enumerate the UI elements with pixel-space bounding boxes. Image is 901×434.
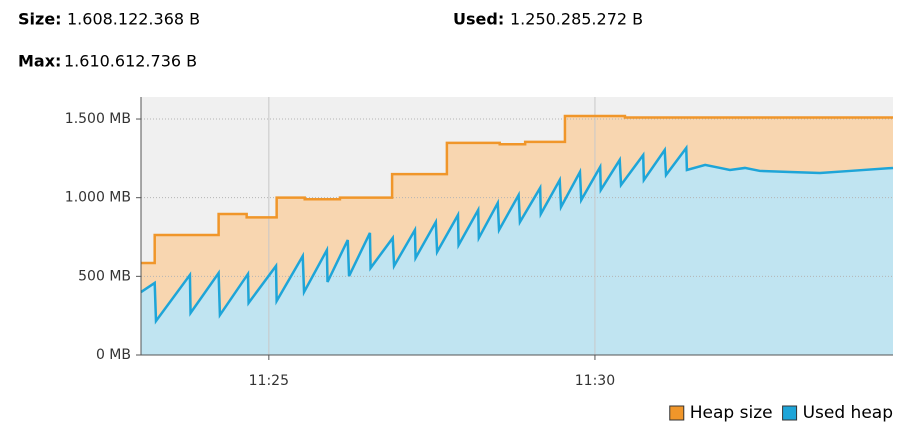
max-label: Max: xyxy=(18,52,61,71)
y-tick-label: 1.500 MB xyxy=(65,111,131,127)
y-tick-label: 500 MB xyxy=(78,268,131,284)
used-label: Used: xyxy=(453,10,504,29)
used-value: 1.250.285.272 B xyxy=(510,10,643,29)
area xyxy=(141,147,893,355)
max-value: 1.610.612.736 B xyxy=(64,52,197,71)
series-line xyxy=(140,144,894,325)
legend-label: Heap size xyxy=(690,403,773,423)
legend-swatch xyxy=(782,405,798,421)
size-value: 1.608.122.368 B xyxy=(67,10,200,29)
y-tick-label: 1.000 MB xyxy=(65,190,131,206)
size-label: Size: xyxy=(18,10,62,29)
x-tick-label: 11:30 xyxy=(575,373,615,389)
legend-label: Used heap xyxy=(803,403,893,423)
y-tick-label: 0 MB xyxy=(96,347,131,363)
x-tick-label: 11:25 xyxy=(249,373,289,389)
legend-swatch xyxy=(669,405,685,421)
series-line xyxy=(141,114,893,265)
